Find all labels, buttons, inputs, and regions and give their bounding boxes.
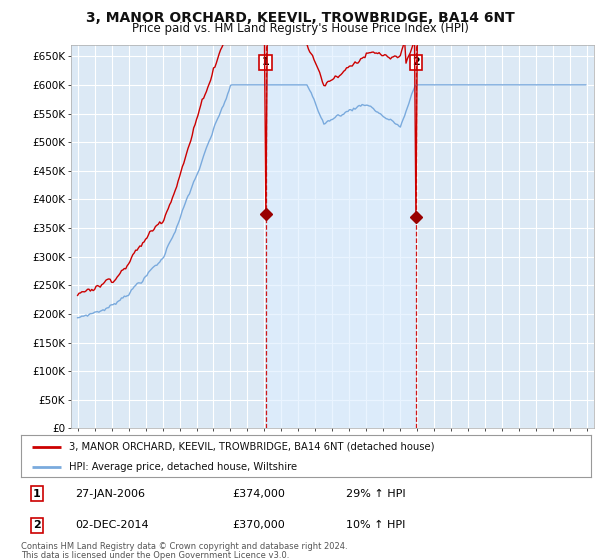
Text: 02-DEC-2014: 02-DEC-2014 [75, 520, 149, 530]
Text: £370,000: £370,000 [232, 520, 284, 530]
Text: 29% ↑ HPI: 29% ↑ HPI [346, 489, 406, 499]
Text: 1: 1 [262, 57, 269, 67]
Text: HPI: Average price, detached house, Wiltshire: HPI: Average price, detached house, Wilt… [70, 461, 298, 472]
Text: 3, MANOR ORCHARD, KEEVIL, TROWBRIDGE, BA14 6NT: 3, MANOR ORCHARD, KEEVIL, TROWBRIDGE, BA… [86, 11, 514, 25]
Text: Price paid vs. HM Land Registry's House Price Index (HPI): Price paid vs. HM Land Registry's House … [131, 22, 469, 35]
Text: £374,000: £374,000 [232, 489, 285, 499]
Text: 1: 1 [33, 489, 41, 499]
Text: This data is licensed under the Open Government Licence v3.0.: This data is licensed under the Open Gov… [21, 551, 289, 560]
Text: 3, MANOR ORCHARD, KEEVIL, TROWBRIDGE, BA14 6NT (detached house): 3, MANOR ORCHARD, KEEVIL, TROWBRIDGE, BA… [70, 442, 435, 452]
Text: Contains HM Land Registry data © Crown copyright and database right 2024.: Contains HM Land Registry data © Crown c… [21, 542, 347, 551]
Text: 2: 2 [33, 520, 41, 530]
Text: 2: 2 [412, 57, 420, 67]
Bar [266, 45, 416, 428]
Text: 27-JAN-2006: 27-JAN-2006 [75, 489, 145, 499]
Text: 10% ↑ HPI: 10% ↑ HPI [346, 520, 405, 530]
